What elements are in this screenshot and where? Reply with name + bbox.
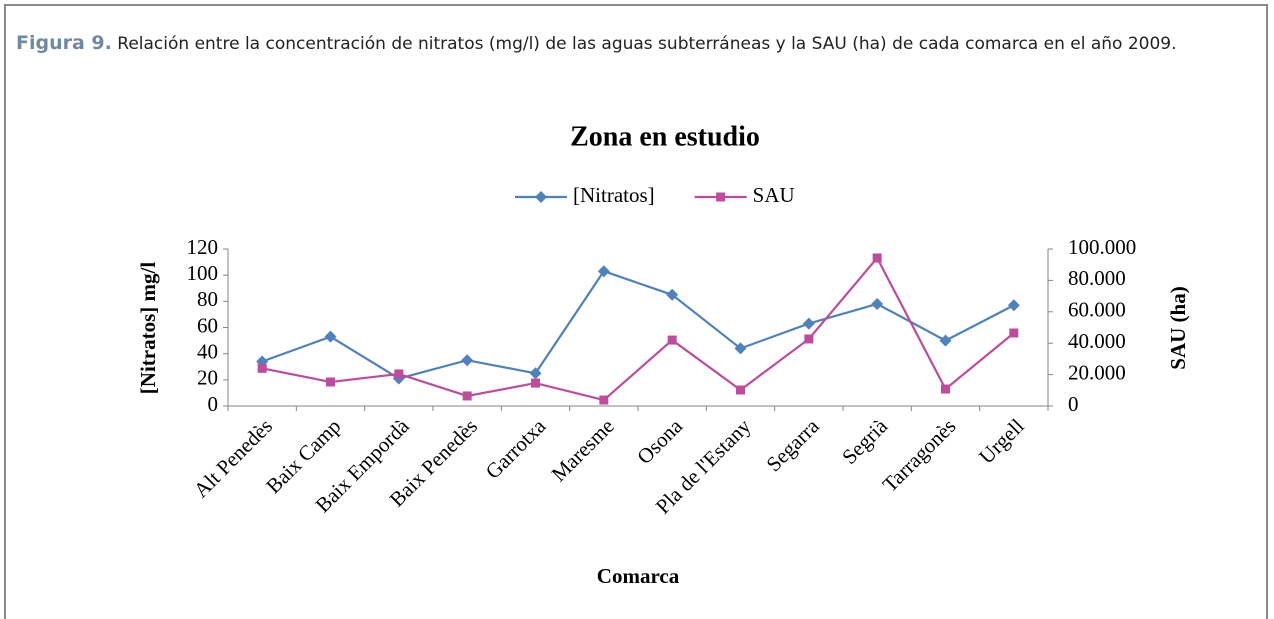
y-tick-label: 60 [197,313,218,337]
data-point [1007,299,1020,312]
y-axis-label: [Nitratos] mg/l [136,262,160,395]
data-point [257,363,267,373]
figure-frame [4,4,1268,619]
data-point [802,317,815,330]
y-tick-label: 40 [197,339,218,363]
x-axis-label: Comarca [597,564,680,588]
x-tick-label: Alt Penedès [189,414,277,502]
data-point [736,385,745,395]
legend-label: [Nitratos] [573,183,655,207]
x-tick-label: Urgell [974,414,1029,469]
caption: Figura 9. Relación entre la concentració… [16,28,1256,59]
y2-tick-label: 0 [1068,392,1079,416]
data-point [667,335,677,345]
series-line [261,255,1015,402]
data-point [462,391,472,401]
x-tick-label: Maresme [547,414,619,486]
x-tick-label: Segrià [837,413,892,468]
y2-tick-label: 80.000 [1068,266,1126,290]
x-tick-label: Garrotxa [481,413,551,483]
data-point [326,377,335,387]
data-point [461,354,474,367]
data-point [871,297,884,310]
y-tick-label: 120 [187,235,219,259]
data-point [529,367,542,380]
y-tick-label: 100 [187,261,219,285]
data-point [666,288,679,301]
data-point [597,265,610,278]
series-line [261,269,1015,380]
data-point [804,334,814,344]
legend-marker [535,191,547,203]
legend-label: SAU [753,183,795,207]
data-point [941,384,950,394]
data-point [1009,328,1019,338]
data-point [599,395,609,405]
data-point [531,378,540,388]
y2-tick-label: 40.000 [1068,329,1126,353]
x-tick-label: Segarra [761,413,824,476]
y2-tick-label: 20.000 [1068,360,1126,384]
y2-axis-label: SAU (ha) [1166,286,1190,369]
y2-tick-label: 60.000 [1068,298,1126,322]
y-tick-label: 0 [208,392,219,416]
data-point [734,342,747,355]
figure-caption: Relación entre la concentración de nitra… [117,34,1177,54]
x-tick-label: Tarragonès [878,414,961,497]
y-tick-label: 80 [197,287,218,311]
legend-marker [716,192,726,202]
y-tick-label: 20 [197,366,218,390]
x-tick-label: Osona [632,413,687,468]
data-point [324,330,337,343]
chart-title: Zona en estudio [570,121,760,152]
data-point [939,334,952,347]
data-point [872,253,882,263]
y2-tick-label: 100.000 [1068,235,1136,259]
data-point [394,369,404,379]
figure-label: Figura 9. [16,32,112,54]
